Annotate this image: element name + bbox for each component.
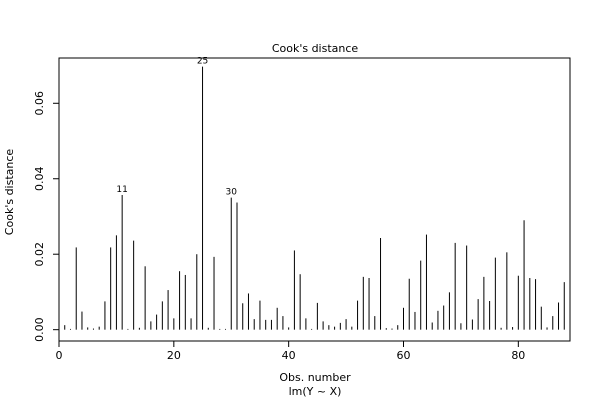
obs-label-30: 30: [226, 188, 238, 198]
x-tick-label: 40: [282, 349, 296, 362]
x-axis: 0 20 40 60 80: [56, 340, 525, 362]
y-axis-label: Cook's distance: [3, 149, 16, 236]
y-tick-label: 0.02: [33, 242, 46, 266]
x-tick-label: 0: [56, 349, 63, 362]
spike-group: [64, 66, 565, 330]
obs-label-25: 25: [197, 57, 208, 67]
x-tick-label: 80: [511, 349, 525, 362]
y-tick-label: 0.00: [33, 317, 46, 342]
annotation-group: 11 25 30: [116, 57, 237, 198]
y-tick-label: 0.06: [33, 91, 46, 116]
chart-title: Cook's distance: [272, 42, 359, 55]
x-axis-sublabel: lm(Y ~ X): [289, 385, 342, 398]
plot-frame: [58, 57, 571, 342]
x-axis-label: Obs. number: [279, 371, 351, 384]
y-axis: 0.00 0.02 0.04 0.06: [33, 91, 60, 342]
x-tick-label: 20: [167, 349, 181, 362]
y-tick-label: 0.04: [33, 166, 46, 191]
x-tick-label: 60: [396, 349, 410, 362]
obs-label-11: 11: [116, 185, 127, 195]
